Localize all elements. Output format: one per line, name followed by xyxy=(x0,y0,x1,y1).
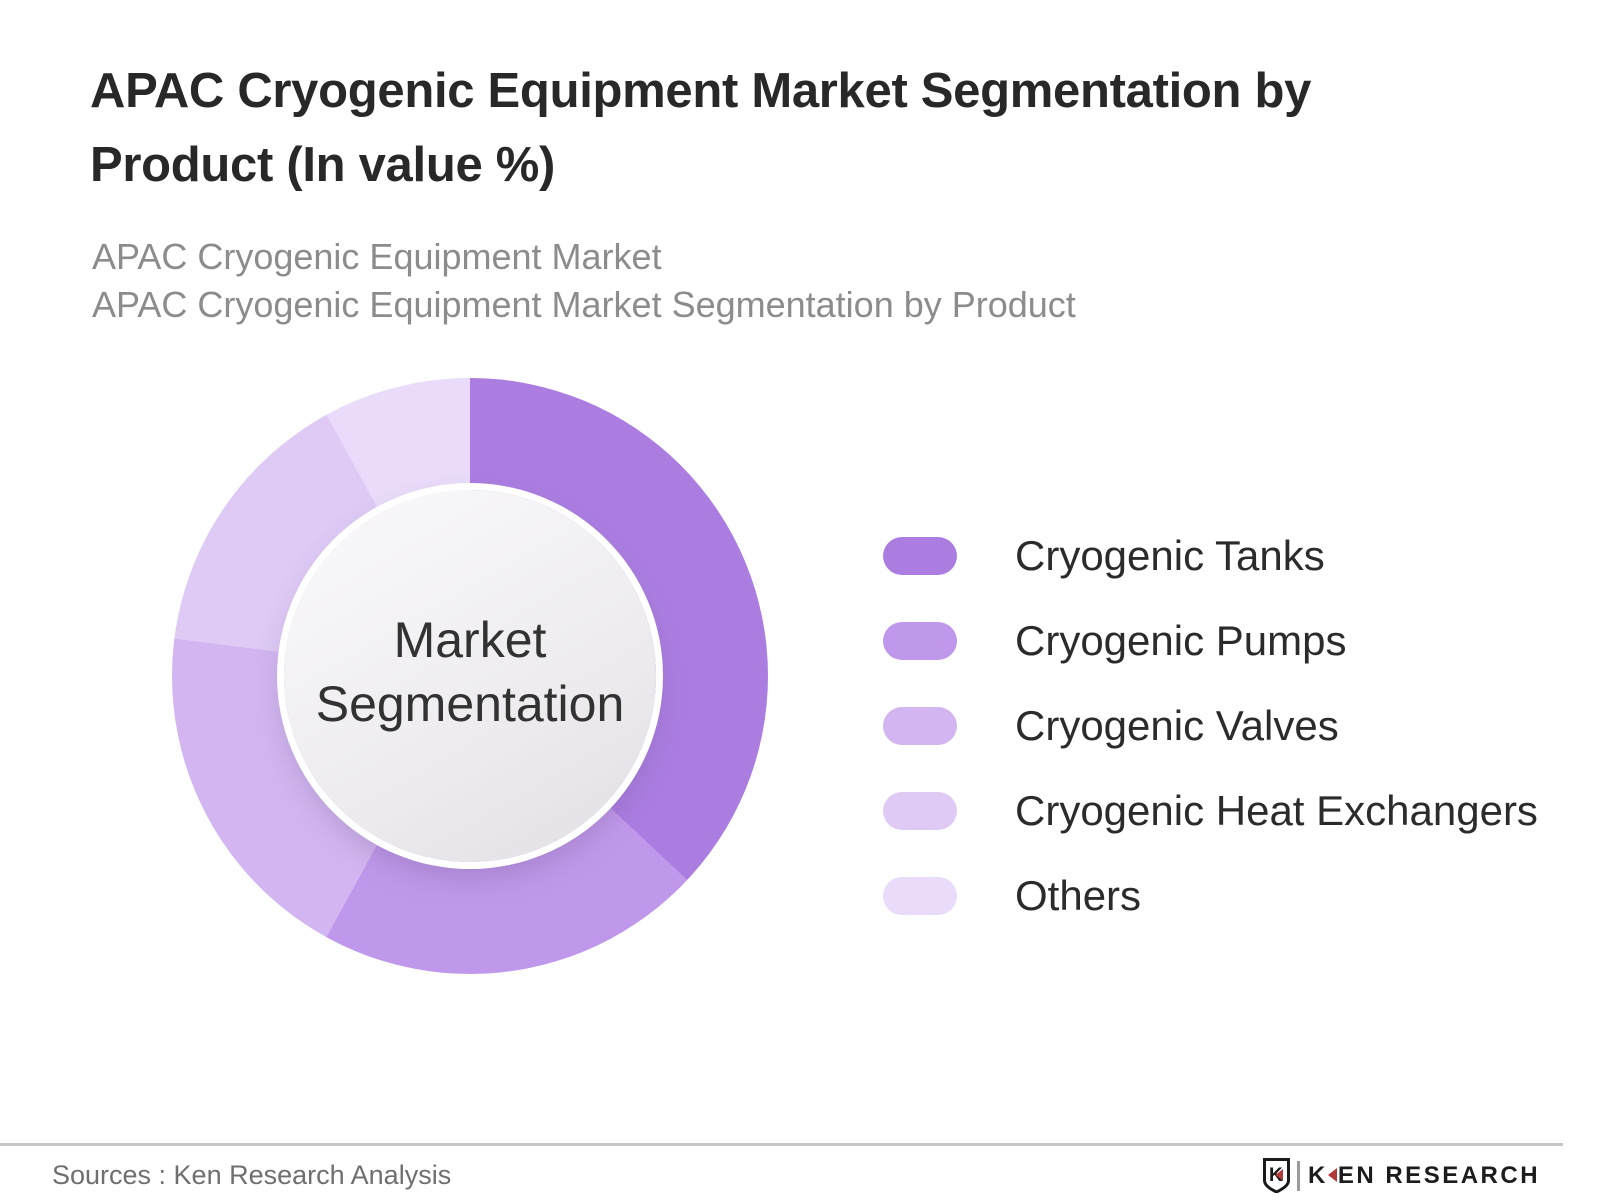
donut-ring: Market Segmentation xyxy=(172,378,768,974)
legend-swatch xyxy=(883,707,957,745)
donut-center-circle: Market Segmentation xyxy=(284,490,656,862)
legend-item-cryogenic-heat-exchangers: Cryogenic Heat Exchangers xyxy=(883,787,1538,834)
legend-item-cryogenic-pumps: Cryogenic Pumps xyxy=(883,617,1538,664)
svg-text:K: K xyxy=(1269,1165,1283,1186)
chart-legend: Cryogenic Tanks Cryogenic Pumps Cryogeni… xyxy=(883,532,1538,919)
legend-swatch xyxy=(883,622,957,660)
page-subtitle-line2: APAC Cryogenic Equipment Market Segmenta… xyxy=(92,284,1076,325)
ken-research-shield-icon: K xyxy=(1263,1158,1290,1193)
logo-text-k: K xyxy=(1308,1161,1328,1189)
donut-center-label: Market Segmentation xyxy=(315,612,625,732)
logo-text-rest: EN RESEARCH xyxy=(1337,1161,1541,1189)
page-title: APAC Cryogenic Equipment Market Segmenta… xyxy=(90,54,1311,202)
logo-text: K EN RESEARCH xyxy=(1308,1162,1540,1190)
legend-label: Cryogenic Valves xyxy=(1015,702,1339,749)
logo-red-triangle-icon xyxy=(1327,1167,1337,1182)
ken-research-logo: K K EN RESEARCH xyxy=(1263,1158,1540,1193)
legend-label: Cryogenic Tanks xyxy=(1015,532,1325,579)
legend-label: Others xyxy=(1015,872,1142,919)
page-subtitle-line1: APAC Cryogenic Equipment Market xyxy=(92,236,662,277)
page-title-line1: APAC Cryogenic Equipment Market Segmenta… xyxy=(90,64,1312,118)
sources-text: Sources : Ken Research Analysis xyxy=(52,1160,452,1190)
legend-item-cryogenic-valves: Cryogenic Valves xyxy=(883,702,1538,749)
logo-divider-bar xyxy=(1297,1160,1300,1191)
legend-label: Cryogenic Heat Exchangers xyxy=(1015,787,1538,834)
legend-swatch xyxy=(883,537,957,575)
page-title-line2: Product (In value %) xyxy=(90,138,556,192)
legend-item-cryogenic-tanks: Cryogenic Tanks xyxy=(883,532,1538,579)
legend-item-others: Others xyxy=(883,872,1538,919)
legend-swatch xyxy=(883,792,957,830)
legend-label: Cryogenic Pumps xyxy=(1015,617,1347,664)
page-subtitle: APAC Cryogenic Equipment Market APAC Cry… xyxy=(92,233,1076,329)
legend-swatch xyxy=(883,877,957,915)
footer-divider xyxy=(0,1143,1563,1146)
